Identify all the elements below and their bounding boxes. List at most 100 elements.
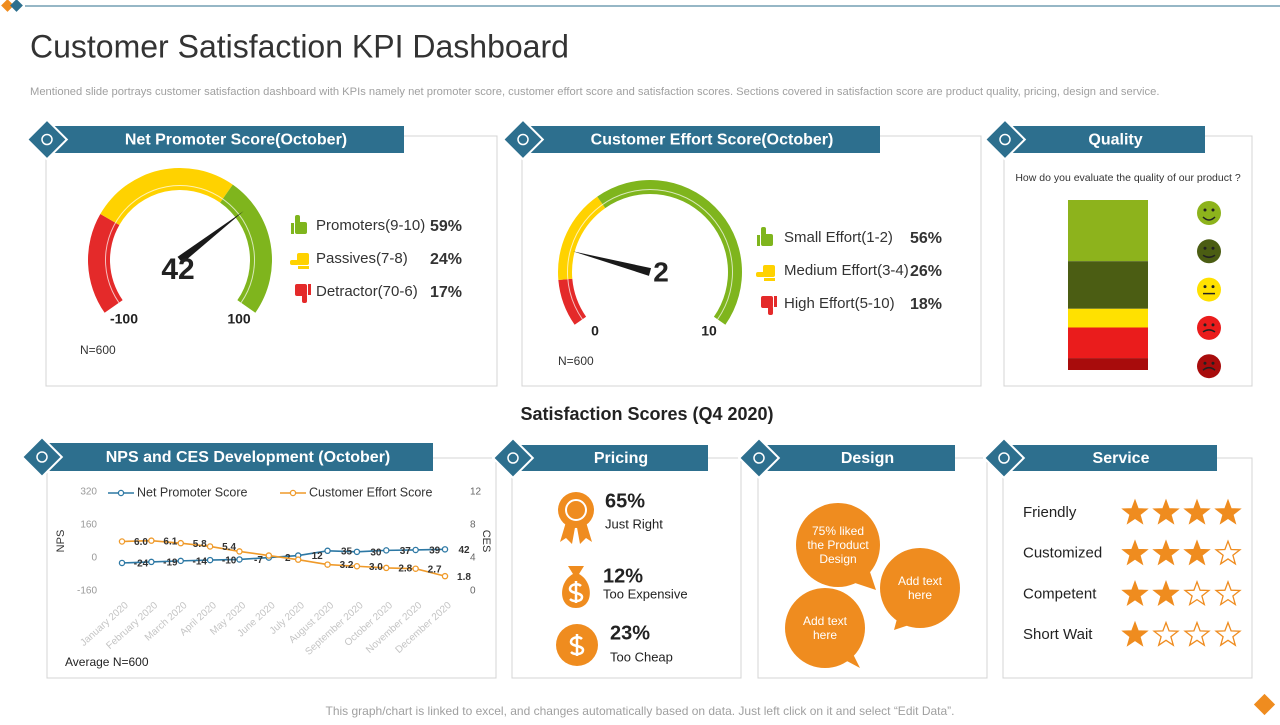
bubble-text: Add text here [802, 614, 848, 642]
tab-icon-glyph [517, 133, 529, 146]
legend-share: 17% [430, 284, 462, 301]
y2-tick-label: 8 [470, 520, 476, 531]
face [1197, 201, 1221, 225]
rating [1121, 498, 1242, 525]
quality-segment [1068, 308, 1148, 328]
sample-size: N=600 [80, 343, 116, 357]
tab-icon [737, 436, 781, 480]
thumb-finger [302, 294, 307, 303]
tab-icon-glyph [41, 133, 53, 146]
data-label: 35 [341, 546, 353, 557]
bubble [880, 548, 960, 628]
tab-icon-glyph [753, 452, 765, 464]
series-point [118, 538, 126, 545]
y2-tick-label: 0 [470, 586, 476, 597]
dollar-glyph [568, 581, 584, 603]
series-point [353, 548, 361, 556]
gauge-band [558, 196, 606, 281]
service-label: Customized [1023, 545, 1102, 562]
panel [511, 457, 742, 679]
legend-point [117, 489, 125, 497]
face-eye [1211, 246, 1215, 250]
thumb-palm [761, 234, 773, 246]
star [1214, 580, 1242, 607]
star [1183, 498, 1211, 525]
face-mouth [1202, 216, 1216, 221]
data-label: -14 [193, 557, 208, 568]
data-label: 1.8 [457, 572, 471, 583]
star [1152, 620, 1180, 647]
tab-icon-glyph [507, 452, 519, 464]
series-point [265, 552, 273, 559]
thumb-palm [295, 222, 307, 234]
legend-label: Promoters(9-10) [316, 217, 425, 234]
series-point [118, 559, 126, 567]
data-label: 5.8 [193, 539, 207, 550]
star [1214, 539, 1242, 566]
face-eye [1203, 361, 1207, 365]
gauge-max-label: 100 [227, 311, 251, 327]
legend-share: 18% [910, 296, 942, 313]
gauge-band [558, 278, 587, 325]
star [1121, 498, 1149, 525]
y-tick-label: 160 [80, 520, 97, 531]
legend-label: Passives(7-8) [316, 250, 408, 267]
data-label: 2.7 [428, 564, 442, 575]
face [1197, 354, 1221, 379]
pricing-label: Too Expensive [603, 586, 688, 601]
legend-label: Detractor(70-6) [316, 283, 418, 300]
tab-icon [983, 118, 1027, 161]
quality-segment [1068, 261, 1148, 309]
bubble [796, 503, 880, 587]
tab-icon [25, 118, 69, 161]
legend-point [289, 489, 297, 497]
gauge-band [100, 167, 233, 225]
thumb-icon [291, 215, 307, 234]
data-label: 12 [312, 551, 324, 562]
bubble-text: Add text here [897, 574, 943, 602]
thumb-finger [756, 272, 765, 277]
data-label: 37 [400, 546, 412, 557]
y2-tick-label: 4 [470, 553, 476, 564]
data-label: -19 [163, 558, 178, 569]
series-point [236, 556, 243, 563]
y2-tick-label: 12 [470, 487, 482, 498]
legend-label: Net Promoter Score [137, 485, 248, 499]
panel [1002, 457, 1253, 679]
data-label: 2.8 [398, 564, 412, 575]
panel-title: Customer Effort Score(October) [591, 132, 834, 149]
pricing-share: 23% [610, 622, 650, 644]
series-point [294, 556, 302, 563]
star [1121, 539, 1149, 566]
data-label: 42 [458, 545, 470, 556]
service-label: Competent [1023, 585, 1097, 602]
panel-title: Pricing [594, 450, 648, 467]
data-label: 3.2 [340, 560, 354, 571]
panel-tab [997, 445, 1217, 471]
thumb-finger [761, 227, 766, 236]
y-tick-label: 320 [80, 487, 97, 498]
legend-label: Customer Effort Score [309, 485, 432, 499]
quality-segment [1068, 358, 1148, 370]
series-point [383, 547, 390, 554]
thumb-finger [295, 215, 300, 224]
thumb-palm [297, 253, 309, 265]
data-label: 30 [370, 547, 382, 558]
gauge-needle [572, 251, 652, 276]
face-eye [1211, 323, 1215, 327]
data-label: -24 [134, 559, 149, 570]
thumb-cuff [308, 284, 311, 295]
panel-title: Service [1093, 450, 1150, 467]
face-eye [1211, 361, 1215, 365]
face [1197, 315, 1221, 340]
panel-tab [516, 126, 880, 153]
tab-icon [491, 436, 535, 480]
tab-icon [20, 435, 64, 479]
bubble [785, 588, 865, 668]
data-label: 5.4 [222, 542, 236, 553]
thumb-icon [290, 253, 309, 269]
thumb-cuff [298, 266, 309, 269]
rating [1121, 580, 1242, 607]
series-point [206, 543, 214, 550]
